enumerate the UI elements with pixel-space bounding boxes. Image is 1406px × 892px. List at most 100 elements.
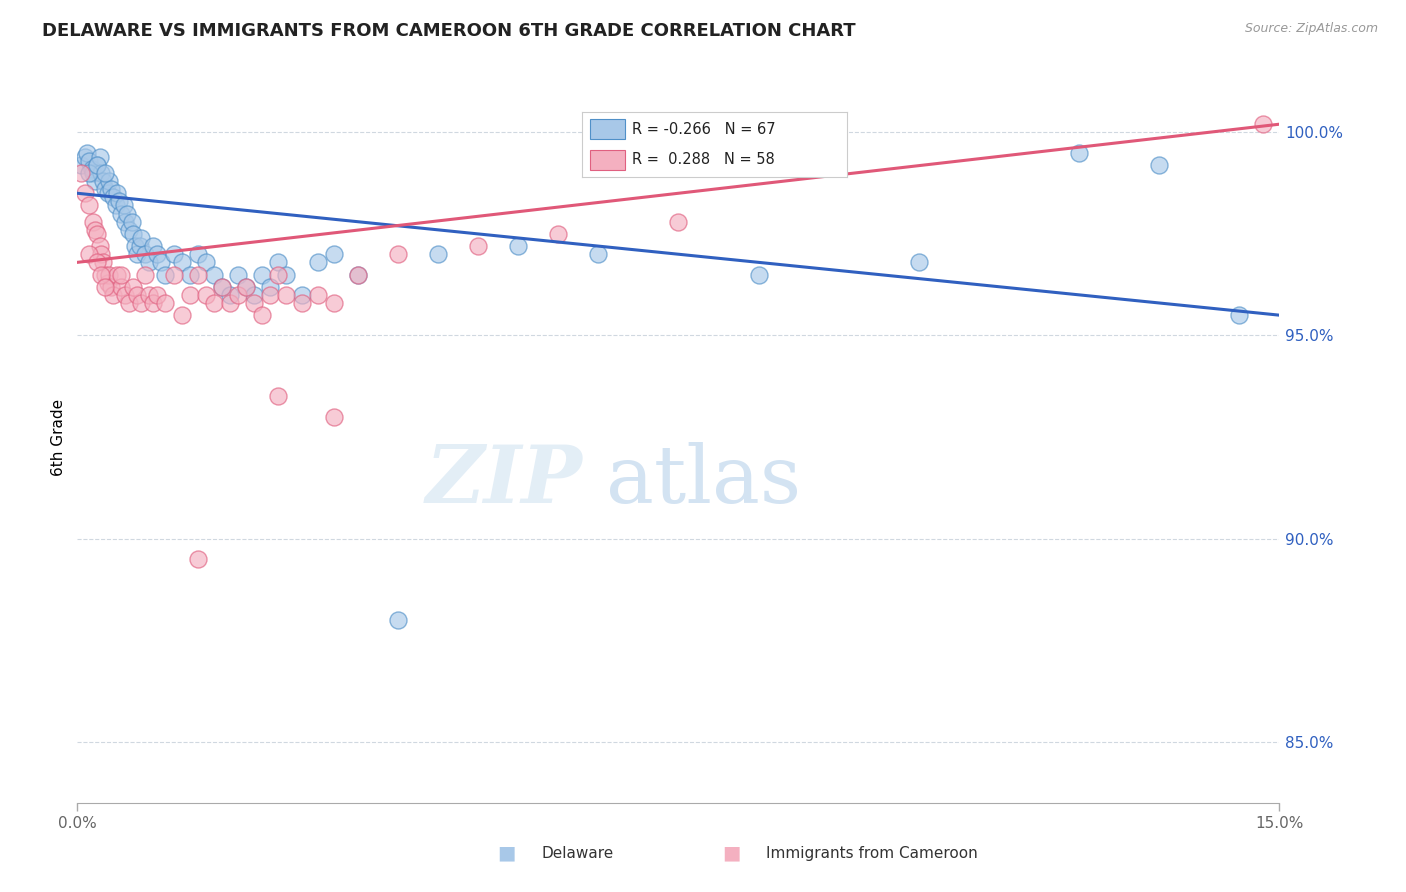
Point: [138, 255, 160, 269]
Point: [291, 288, 314, 302]
Point: [134, 268, 156, 282]
Point: [387, 247, 409, 261]
Point: [110, 279, 132, 293]
Point: [86, 227, 108, 241]
Text: ■: ■: [496, 843, 516, 862]
FancyBboxPatch shape: [591, 120, 624, 139]
Point: [267, 268, 290, 282]
Point: [80, 161, 103, 176]
Point: [134, 247, 156, 261]
Point: [90, 268, 112, 282]
Point: [112, 198, 135, 212]
Point: [97, 186, 120, 201]
Point: [259, 279, 281, 293]
Text: Immigrants from Cameroon: Immigrants from Cameroon: [766, 847, 979, 861]
Point: [267, 389, 290, 403]
Point: [235, 279, 257, 293]
Point: [70, 166, 93, 180]
Point: [588, 247, 610, 261]
Point: [202, 296, 225, 310]
Point: [89, 239, 111, 253]
Point: [218, 296, 240, 310]
Point: [1253, 117, 1275, 131]
Text: R = -0.266   N = 67: R = -0.266 N = 67: [633, 122, 776, 136]
Point: [90, 166, 112, 180]
Point: [187, 247, 209, 261]
Point: [118, 296, 141, 310]
Point: [322, 296, 344, 310]
Point: [124, 239, 146, 253]
Point: [908, 255, 931, 269]
Point: [187, 552, 209, 566]
Point: [467, 239, 489, 253]
Point: [128, 239, 150, 253]
Text: Source: ZipAtlas.com: Source: ZipAtlas.com: [1244, 22, 1378, 36]
Point: [155, 296, 177, 310]
Point: [187, 268, 209, 282]
Point: [668, 215, 690, 229]
Point: [82, 166, 104, 180]
Point: [86, 255, 108, 269]
Point: [122, 279, 145, 293]
Point: [226, 288, 249, 302]
Point: [194, 255, 217, 269]
Point: [127, 288, 149, 302]
Text: R =  0.288   N = 58: R = 0.288 N = 58: [633, 153, 775, 167]
Point: [115, 206, 138, 220]
Point: [150, 255, 173, 269]
Point: [91, 255, 114, 269]
Point: [108, 194, 131, 209]
Point: [75, 186, 97, 201]
Text: DELAWARE VS IMMIGRANTS FROM CAMEROON 6TH GRADE CORRELATION CHART: DELAWARE VS IMMIGRANTS FROM CAMEROON 6TH…: [42, 22, 856, 40]
Point: [104, 198, 127, 212]
Text: ZIP: ZIP: [426, 442, 582, 520]
Point: [89, 150, 111, 164]
Point: [748, 268, 770, 282]
Point: [103, 288, 125, 302]
Point: [127, 247, 149, 261]
Point: [235, 279, 257, 293]
Point: [307, 288, 329, 302]
Point: [347, 268, 370, 282]
Point: [94, 279, 117, 293]
Point: [100, 182, 122, 196]
Point: [170, 308, 193, 322]
Text: atlas: atlas: [606, 442, 801, 520]
Point: [118, 223, 141, 237]
Point: [322, 247, 344, 261]
Point: [427, 247, 450, 261]
Point: [307, 255, 329, 269]
Point: [508, 239, 530, 253]
Point: [250, 268, 273, 282]
Point: [347, 268, 370, 282]
FancyBboxPatch shape: [591, 150, 624, 169]
Point: [142, 296, 165, 310]
Point: [142, 239, 165, 253]
Point: [79, 153, 101, 168]
Point: [267, 255, 290, 269]
Point: [274, 268, 297, 282]
Point: [98, 268, 121, 282]
Point: [211, 279, 233, 293]
Point: [110, 206, 132, 220]
Point: [110, 268, 132, 282]
Point: [103, 190, 125, 204]
Point: [98, 174, 121, 188]
Y-axis label: 6th Grade: 6th Grade: [51, 399, 66, 475]
Point: [162, 247, 184, 261]
Point: [162, 268, 184, 282]
Text: Delaware: Delaware: [541, 847, 613, 861]
Point: [242, 296, 264, 310]
Point: [121, 215, 143, 229]
Point: [94, 166, 117, 180]
Point: [122, 227, 145, 241]
Point: [131, 231, 153, 245]
Point: [322, 409, 344, 424]
Point: [179, 288, 201, 302]
Point: [86, 158, 108, 172]
Point: [155, 268, 177, 282]
Point: [291, 296, 314, 310]
Point: [107, 186, 129, 201]
Point: [82, 215, 104, 229]
Point: [1149, 158, 1171, 172]
